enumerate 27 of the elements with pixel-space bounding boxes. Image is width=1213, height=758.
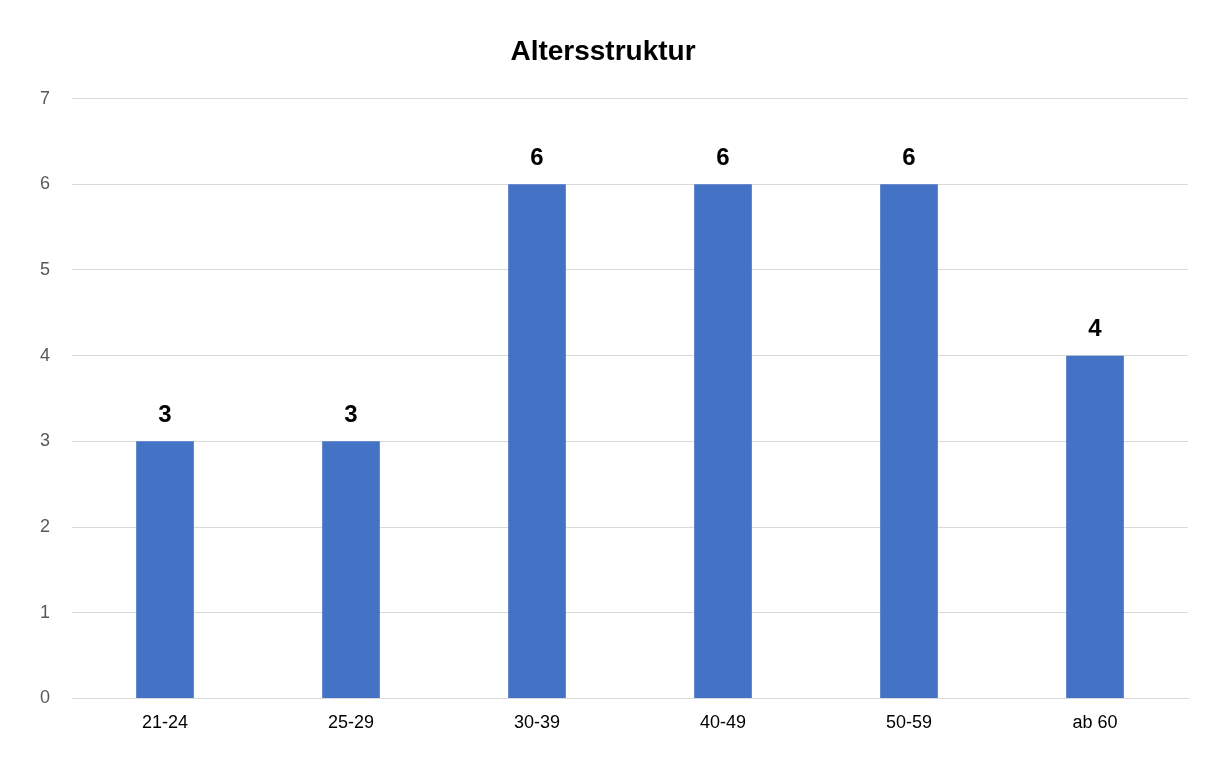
bar: [1066, 355, 1124, 698]
data-label: 6: [530, 142, 544, 170]
bar: [136, 441, 194, 698]
y-tick-label: 7: [40, 87, 51, 108]
y-tick-label: 2: [40, 516, 51, 536]
x-tick-label: 25-29: [327, 712, 375, 733]
data-label: 6: [902, 142, 916, 170]
y-tick-label: 4: [40, 344, 51, 365]
bar: [508, 184, 566, 698]
x-tick-label: 21-24: [141, 712, 189, 733]
data-label: 6: [716, 142, 730, 170]
data-label: 4: [1088, 314, 1103, 342]
y-tick-label: 0: [40, 687, 51, 708]
data-label: 3: [158, 399, 172, 427]
y-tick-label: 6: [40, 173, 51, 194]
x-tick-label: ab 60: [1072, 712, 1118, 733]
y-tick-label: 3: [40, 430, 51, 451]
x-tick-label: 30-39: [513, 712, 561, 733]
y-tick-label: 5: [40, 258, 51, 279]
bar: [880, 184, 938, 698]
data-label: 3: [344, 399, 358, 427]
chart-title: Altersstruktur: [510, 34, 696, 66]
y-tick-label: 1: [40, 601, 51, 622]
x-tick-label: 40-49: [699, 712, 747, 733]
x-tick-label: 50-59: [885, 712, 933, 733]
bar: [322, 441, 380, 698]
bar: [694, 184, 752, 698]
